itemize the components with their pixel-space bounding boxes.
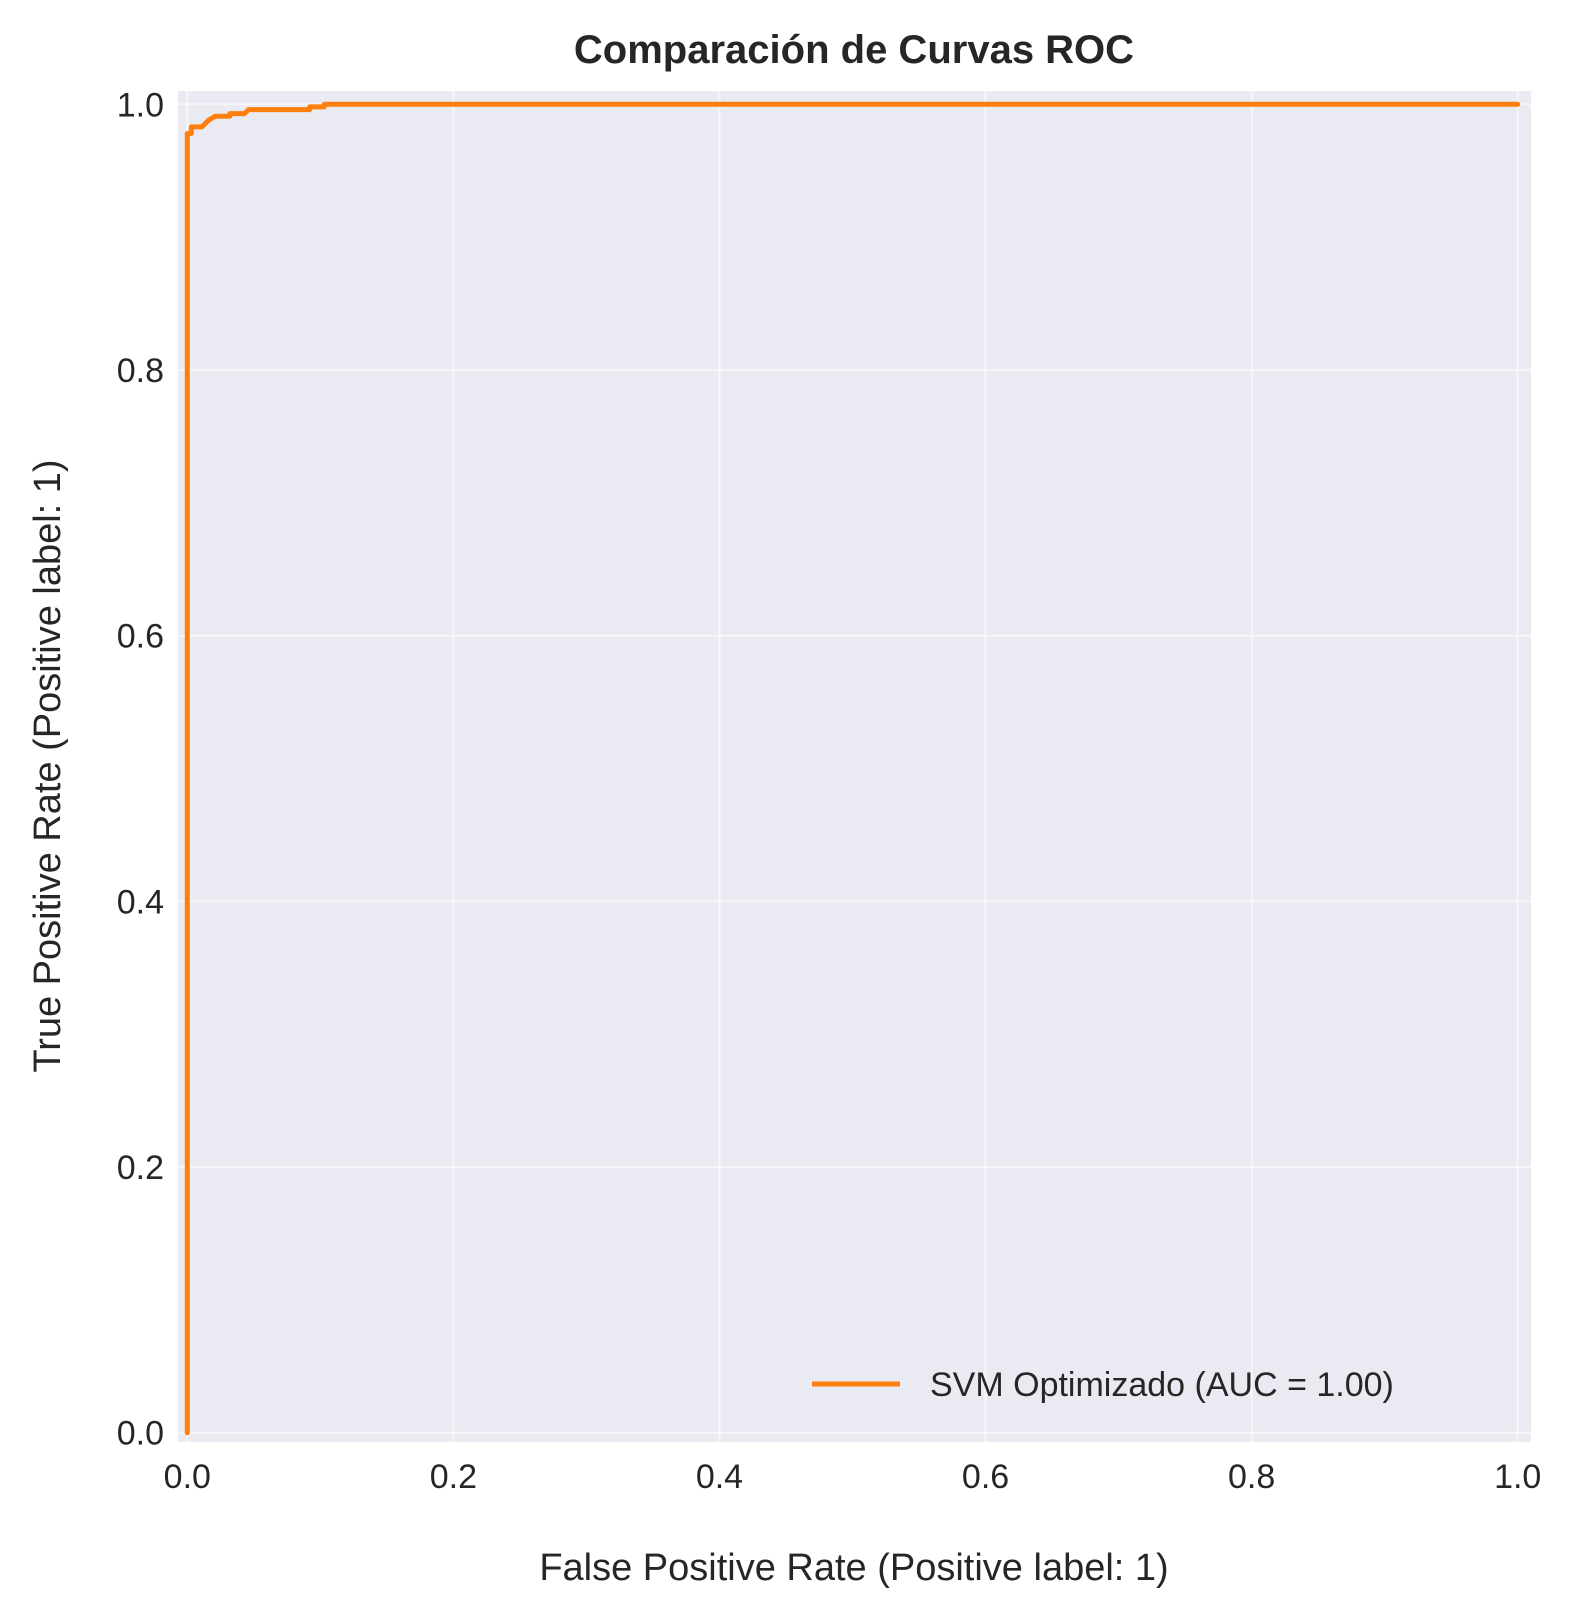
y-axis-label: True Positive Rate (Positive label: 1)	[27, 459, 69, 1072]
y-tick-label: 0.4	[117, 883, 164, 921]
y-tick-label: 0.6	[117, 618, 164, 656]
y-tick-label: 0.8	[117, 352, 164, 390]
y-tick-labels: 0.0 0.2 0.4 0.6 0.8 1.0	[117, 86, 164, 1452]
x-tick-label: 0.4	[696, 1458, 743, 1496]
plot-background	[178, 91, 1531, 1442]
x-tick-label: 0.0	[164, 1458, 211, 1496]
series-layer	[184, 101, 1521, 1436]
x-tick-label: 0.6	[962, 1458, 1009, 1496]
legend: SVM Optimizado (AUC = 1.00)	[812, 1366, 1394, 1404]
y-tick-label: 0.0	[117, 1415, 164, 1453]
x-tick-label: 0.2	[430, 1458, 477, 1496]
x-tick-label: 1.0	[1494, 1458, 1541, 1496]
x-tick-label: 0.8	[1228, 1458, 1275, 1496]
x-axis-label: False Positive Rate (Positive label: 1)	[539, 1547, 1168, 1589]
roc-curve-line	[184, 101, 1521, 1436]
y-tick-label: 0.2	[117, 1149, 164, 1187]
legend-label: SVM Optimizado (AUC = 1.00)	[930, 1366, 1394, 1404]
y-tick-label: 1.0	[117, 86, 164, 124]
x-tick-labels: 0.0 0.2 0.4 0.6 0.8 1.0	[164, 1458, 1542, 1496]
chart-title: Comparación de Curvas ROC	[574, 28, 1134, 72]
